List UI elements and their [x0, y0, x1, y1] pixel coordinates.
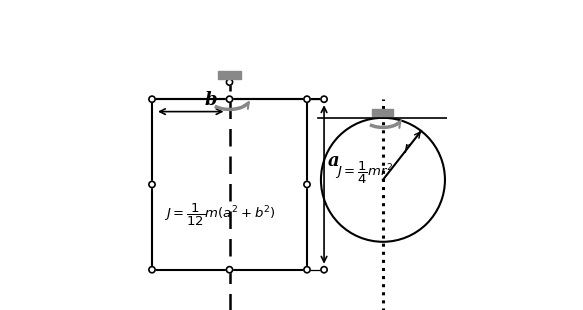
Bar: [373, 109, 394, 116]
Text: $J = \dfrac{1}{4}mr^2$: $J = \dfrac{1}{4}mr^2$: [335, 160, 394, 186]
Circle shape: [321, 96, 327, 102]
Text: b: b: [205, 91, 217, 109]
Circle shape: [304, 96, 310, 102]
Circle shape: [149, 96, 155, 102]
Circle shape: [321, 267, 327, 273]
Circle shape: [226, 267, 233, 273]
Circle shape: [149, 267, 155, 273]
Circle shape: [304, 181, 310, 188]
Text: $J = \dfrac{1}{12}m(a^2+b^2)$: $J = \dfrac{1}{12}m(a^2+b^2)$: [164, 202, 276, 228]
Circle shape: [226, 79, 233, 85]
Text: a: a: [328, 152, 339, 170]
Circle shape: [226, 96, 233, 102]
Text: $r$: $r$: [403, 143, 412, 157]
Circle shape: [304, 267, 310, 273]
Bar: [219, 71, 241, 79]
Circle shape: [149, 181, 155, 188]
